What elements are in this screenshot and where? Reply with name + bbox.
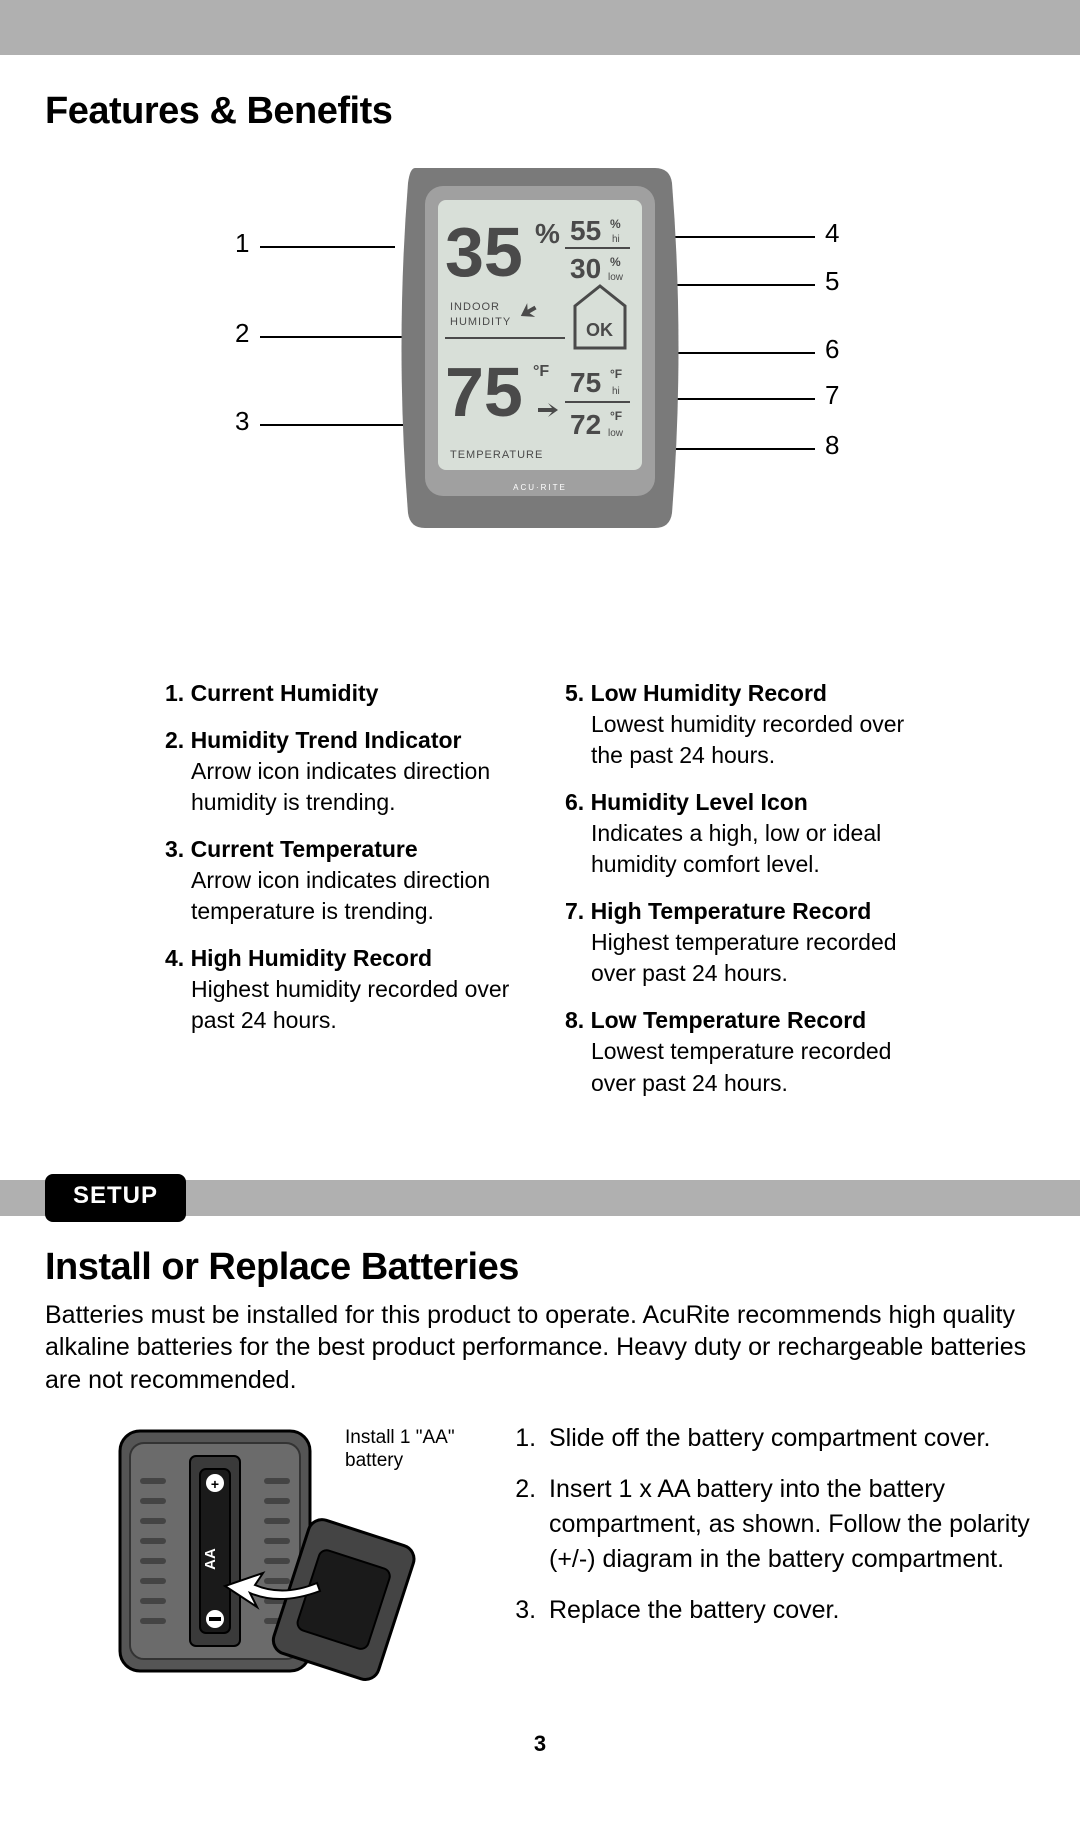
feature-item: 8. Low Temperature RecordLowest temperat…: [565, 1005, 915, 1098]
feature-item: 6. Humidity Level IconIndicates a high, …: [565, 787, 915, 880]
feature-body: Indicates a high, low or ideal humidity …: [565, 818, 915, 880]
battery-aa-label: AA: [202, 1548, 219, 1570]
features-col-left: 1. Current Humidity 2. Humidity Trend Ind…: [165, 678, 515, 1115]
feature-item: 7. High Temperature RecordHighest temper…: [565, 896, 915, 989]
device-diagram: 1 2 3 4 5 6 7 8: [45, 158, 1035, 648]
feature-head: 6. Humidity Level Icon: [565, 787, 915, 818]
feature-head: 2. Humidity Trend Indicator: [165, 725, 515, 756]
feature-item: 3. Current TemperatureArrow icon indicat…: [165, 834, 515, 927]
battery-install-note: Install 1 "AA" battery: [345, 1427, 455, 1473]
callout-3: 3: [235, 406, 249, 437]
lcd-hum-hi-lbl: hi: [612, 234, 620, 245]
callout-4: 4: [825, 218, 839, 249]
lcd-temp-unit: °F: [533, 363, 549, 380]
lcd-hum-hi: 55: [570, 215, 601, 246]
battery-illustration: + AA Install 1 "AA" battery: [45, 1421, 475, 1701]
feature-body: Lowest humidity recorded over the past 2…: [565, 709, 915, 771]
setup-tab: SETUP: [45, 1174, 186, 1222]
feature-body: Arrow icon indicates direction humidity …: [165, 756, 515, 818]
callout-8: 8: [825, 430, 839, 461]
batteries-title: Install or Replace Batteries: [45, 1246, 1035, 1289]
feature-item: 2. Humidity Trend IndicatorArrow icon in…: [165, 725, 515, 818]
setup-bar: SETUP: [0, 1180, 1080, 1216]
lcd-temp-lo-lbl: low: [608, 428, 624, 439]
battery-step: Insert 1 x AA battery into the battery c…: [543, 1472, 1035, 1577]
main-content: Features & Benefits 1 2 3 4 5 6 7 8: [0, 55, 1080, 1170]
battery-steps: Slide off the battery compartment cover.…: [515, 1421, 1035, 1644]
brand-label: ACU·RITE: [513, 483, 567, 492]
top-bar: [0, 0, 1080, 55]
lcd-hum-lo-lbl: low: [608, 272, 624, 283]
lcd-templabel: TEMPERATURE: [450, 449, 543, 461]
page-number: 3: [0, 1711, 1080, 1787]
lcd-indoor: INDOOR: [450, 301, 500, 313]
feature-body: Lowest temperature recorded over past 24…: [565, 1036, 915, 1098]
lcd-temp-hi-unit: °F: [610, 367, 622, 381]
callout-7: 7: [825, 380, 839, 411]
lcd-humidity-unit: %: [535, 218, 560, 249]
lcd-ok: OK: [586, 320, 613, 340]
callout-6: 6: [825, 334, 839, 365]
battery-step: Replace the battery cover.: [543, 1593, 1035, 1628]
battery-step: Slide off the battery compartment cover.: [543, 1421, 1035, 1456]
features-list: 1. Current Humidity 2. Humidity Trend Ind…: [45, 678, 1035, 1150]
feature-body: Highest temperature recorded over past 2…: [565, 927, 915, 989]
features-title: Features & Benefits: [45, 90, 1035, 133]
feature-head: 3. Current Temperature: [165, 834, 515, 865]
lcd-temp-lo: 72: [570, 409, 601, 440]
feature-head: 4. High Humidity Record: [165, 943, 515, 974]
lcd-temp: 75: [445, 353, 523, 431]
callout-1: 1: [235, 228, 249, 259]
feature-item: 5. Low Humidity RecordLowest humidity re…: [565, 678, 915, 771]
feature-head: 8. Low Temperature Record: [565, 1005, 915, 1036]
lcd-temp-hi-lbl: hi: [612, 386, 620, 397]
callout-2: 2: [235, 318, 249, 349]
callout-line-8: [675, 448, 815, 450]
batteries-section: Install or Replace Batteries Batteries m…: [0, 1216, 1080, 1712]
bat-note-l2: battery: [345, 1450, 403, 1471]
feature-item: 1. Current Humidity: [165, 678, 515, 709]
feature-head: 5. Low Humidity Record: [565, 678, 915, 709]
feature-body: Highest humidity recorded over past 24 h…: [165, 974, 515, 1036]
lcd-humidity: 35: [445, 213, 523, 291]
callout-5: 5: [825, 266, 839, 297]
feature-head: 7. High Temperature Record: [565, 896, 915, 927]
feature-head: 1. Current Humidity: [165, 678, 515, 709]
bat-note-l1: Install 1 "AA": [345, 1427, 455, 1448]
device-illustration: 35 % 55 % hi 30 % low INDOOR HUMIDITY: [390, 158, 690, 538]
features-col-right: 5. Low Humidity RecordLowest humidity re…: [565, 678, 915, 1115]
svg-text:+: +: [211, 1476, 219, 1492]
batteries-lower: + AA Install 1 "AA" battery Slide off th…: [45, 1421, 1035, 1701]
callout-line-7: [675, 398, 815, 400]
lcd-hum-lo-unit: %: [610, 255, 621, 269]
callout-line-1: [260, 246, 395, 248]
lcd-hum-lo: 30: [570, 253, 601, 284]
feature-item: 4. High Humidity RecordHighest humidity …: [165, 943, 515, 1036]
feature-body: Arrow icon indicates direction temperatu…: [165, 865, 515, 927]
lcd-temp-lo-unit: °F: [610, 409, 622, 423]
lcd-hum-hi-unit: %: [610, 217, 621, 231]
lcd-humlabel: HUMIDITY: [450, 316, 511, 328]
batteries-intro: Batteries must be installed for this pro…: [45, 1299, 1035, 1397]
lcd-temp-hi: 75: [570, 367, 601, 398]
